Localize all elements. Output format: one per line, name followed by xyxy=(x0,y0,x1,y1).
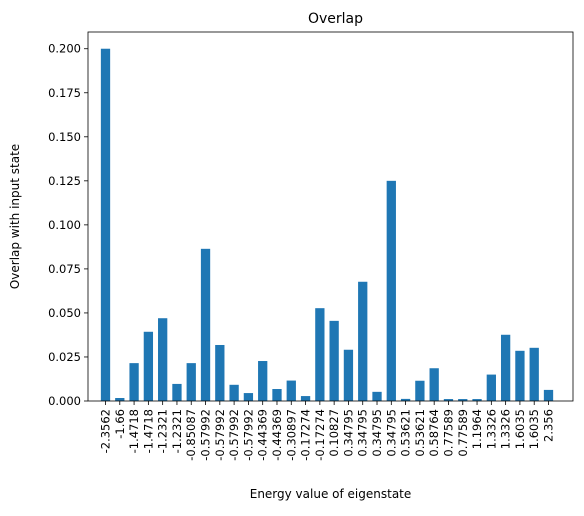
x-tick-label-24: 0.77589 xyxy=(441,409,455,457)
bar-26 xyxy=(472,399,482,401)
x-axis: -2.3562 -1.66 -1.4718 -1.4718 -1.2321 -1.2321… xyxy=(99,401,556,461)
x-tick-label-9: -0.57992 xyxy=(227,409,241,461)
x-tick-label-16: 0.10827 xyxy=(327,409,341,457)
x-tick-label-2: -1.4718 xyxy=(127,409,141,453)
y-tick-label-3: 0.075 xyxy=(48,262,81,276)
x-tick-label-12: -0.44369 xyxy=(270,409,284,461)
bar-12 xyxy=(272,389,282,401)
x-tick-label-17: 0.34795 xyxy=(341,409,355,457)
y-axis: 0.000 0.025 0.050 0.075 0.100 0.125 0.150 0.175… xyxy=(48,42,88,408)
x-tick-label-23: 0.58764 xyxy=(427,409,441,457)
bar-30 xyxy=(529,347,539,401)
x-tick-label-10: -0.57992 xyxy=(241,409,255,461)
x-tick-label-8: -0.57992 xyxy=(213,409,227,461)
bar-16 xyxy=(329,320,339,401)
chart-title: Overlap xyxy=(308,11,363,27)
x-tick-label-30: 1.6035 xyxy=(527,409,541,449)
bar-8 xyxy=(215,344,225,401)
bar-31 xyxy=(543,389,554,401)
bar-14 xyxy=(300,396,311,401)
x-tick-label-7: -0.57992 xyxy=(199,409,213,461)
bar-24 xyxy=(443,399,454,401)
bar-4 xyxy=(158,318,168,401)
x-axis-label: Energy value of eigenstate xyxy=(250,487,412,501)
x-tick-label-3: -1.4718 xyxy=(141,409,155,453)
bars-group xyxy=(100,48,554,401)
x-tick-label-20: 0.34795 xyxy=(384,409,398,457)
bar-22 xyxy=(415,380,425,401)
x-tick-label-26: 1.1964 xyxy=(470,409,484,449)
bar-13 xyxy=(286,380,296,401)
x-tick-label-18: 0.34795 xyxy=(356,409,370,457)
bar-5 xyxy=(172,383,182,401)
bar-17 xyxy=(343,349,354,401)
bar-3 xyxy=(143,331,154,401)
bar-9 xyxy=(229,384,239,401)
bar-0 xyxy=(100,48,111,401)
x-tick-label-6: -0.85087 xyxy=(184,409,198,461)
bar-11 xyxy=(258,361,268,401)
y-tick-label-7: 0.175 xyxy=(48,86,81,100)
bar-19 xyxy=(372,391,382,401)
bar-27 xyxy=(486,374,496,401)
y-tick-label-4: 0.100 xyxy=(48,218,81,232)
x-tick-label-27: 1.3326 xyxy=(484,409,498,449)
bar-21 xyxy=(400,398,411,401)
y-tick-label-8: 0.200 xyxy=(48,42,81,56)
x-tick-label-19: 0.34795 xyxy=(370,409,384,457)
x-tick-label-0: -2.3562 xyxy=(99,409,113,453)
x-tick-label-29: 1.6035 xyxy=(513,409,527,449)
y-tick-label-0: 0.000 xyxy=(48,394,81,408)
x-tick-label-15: -0.17274 xyxy=(313,409,327,461)
y-tick-label-5: 0.125 xyxy=(48,174,81,188)
x-tick-label-4: -1.2321 xyxy=(156,409,170,453)
y-axis-label: Overlap with input state xyxy=(8,144,22,289)
x-tick-label-13: -0.30897 xyxy=(284,409,298,461)
bar-25 xyxy=(458,399,468,401)
bar-15 xyxy=(315,308,325,401)
x-tick-label-14: -0.17274 xyxy=(299,409,313,461)
bar-2 xyxy=(129,363,139,401)
x-tick-label-28: 1.3326 xyxy=(499,409,513,449)
x-tick-label-31: 2.356 xyxy=(542,409,556,442)
y-tick-label-1: 0.025 xyxy=(48,350,81,364)
x-tick-label-1: -1.66 xyxy=(113,409,127,439)
x-tick-label-25: 0.77589 xyxy=(456,409,470,457)
bar-7 xyxy=(200,248,211,401)
bar-6 xyxy=(186,363,196,401)
x-tick-label-11: -0.44369 xyxy=(256,409,270,461)
bar-23 xyxy=(429,368,439,401)
bar-29 xyxy=(515,350,525,401)
x-tick-label-21: 0.53621 xyxy=(399,409,413,457)
bar-28 xyxy=(500,334,511,401)
y-tick-label-2: 0.050 xyxy=(48,306,81,320)
bar-18 xyxy=(358,281,368,401)
x-tick-label-22: 0.53621 xyxy=(413,409,427,457)
bar-10 xyxy=(243,393,254,401)
x-tick-label-5: -1.2321 xyxy=(170,409,184,453)
bar-20 xyxy=(386,180,396,401)
y-tick-label-6: 0.150 xyxy=(48,130,81,144)
plot-frame xyxy=(87,31,574,402)
bar-1 xyxy=(115,398,125,401)
